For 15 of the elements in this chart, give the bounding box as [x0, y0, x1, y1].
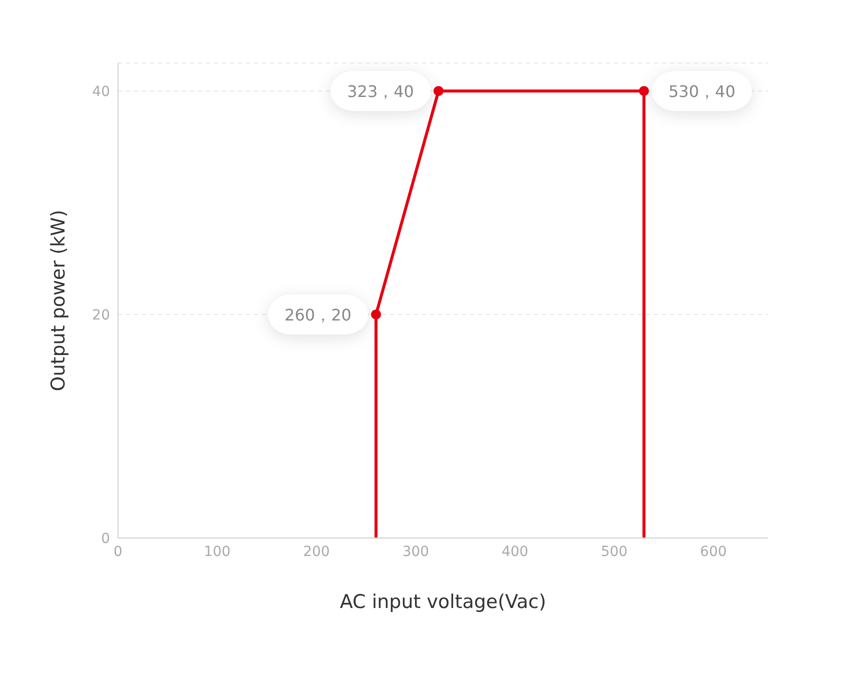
y-tick-label: 20	[92, 307, 110, 324]
data-label: 260，20	[284, 305, 352, 324]
y-tick-label: 40	[92, 84, 110, 100]
x-tick-label: 100	[204, 544, 231, 560]
x-tick-label: 500	[600, 544, 628, 560]
x-tick-label: 600	[700, 544, 727, 560]
x-tick-label: 200	[303, 544, 330, 560]
x-tick-label: 300	[402, 544, 430, 560]
x-tick-label: 400	[502, 544, 528, 560]
y-tick-label: 0	[101, 530, 110, 547]
data-label: 323，40	[347, 82, 414, 101]
x-tick-label: 0	[114, 544, 122, 560]
x-axis-title: AC input voltage(Vac)	[340, 591, 546, 613]
y-axis-title: Output power (kW)	[48, 210, 70, 392]
data-label: 530，40	[668, 82, 736, 101]
